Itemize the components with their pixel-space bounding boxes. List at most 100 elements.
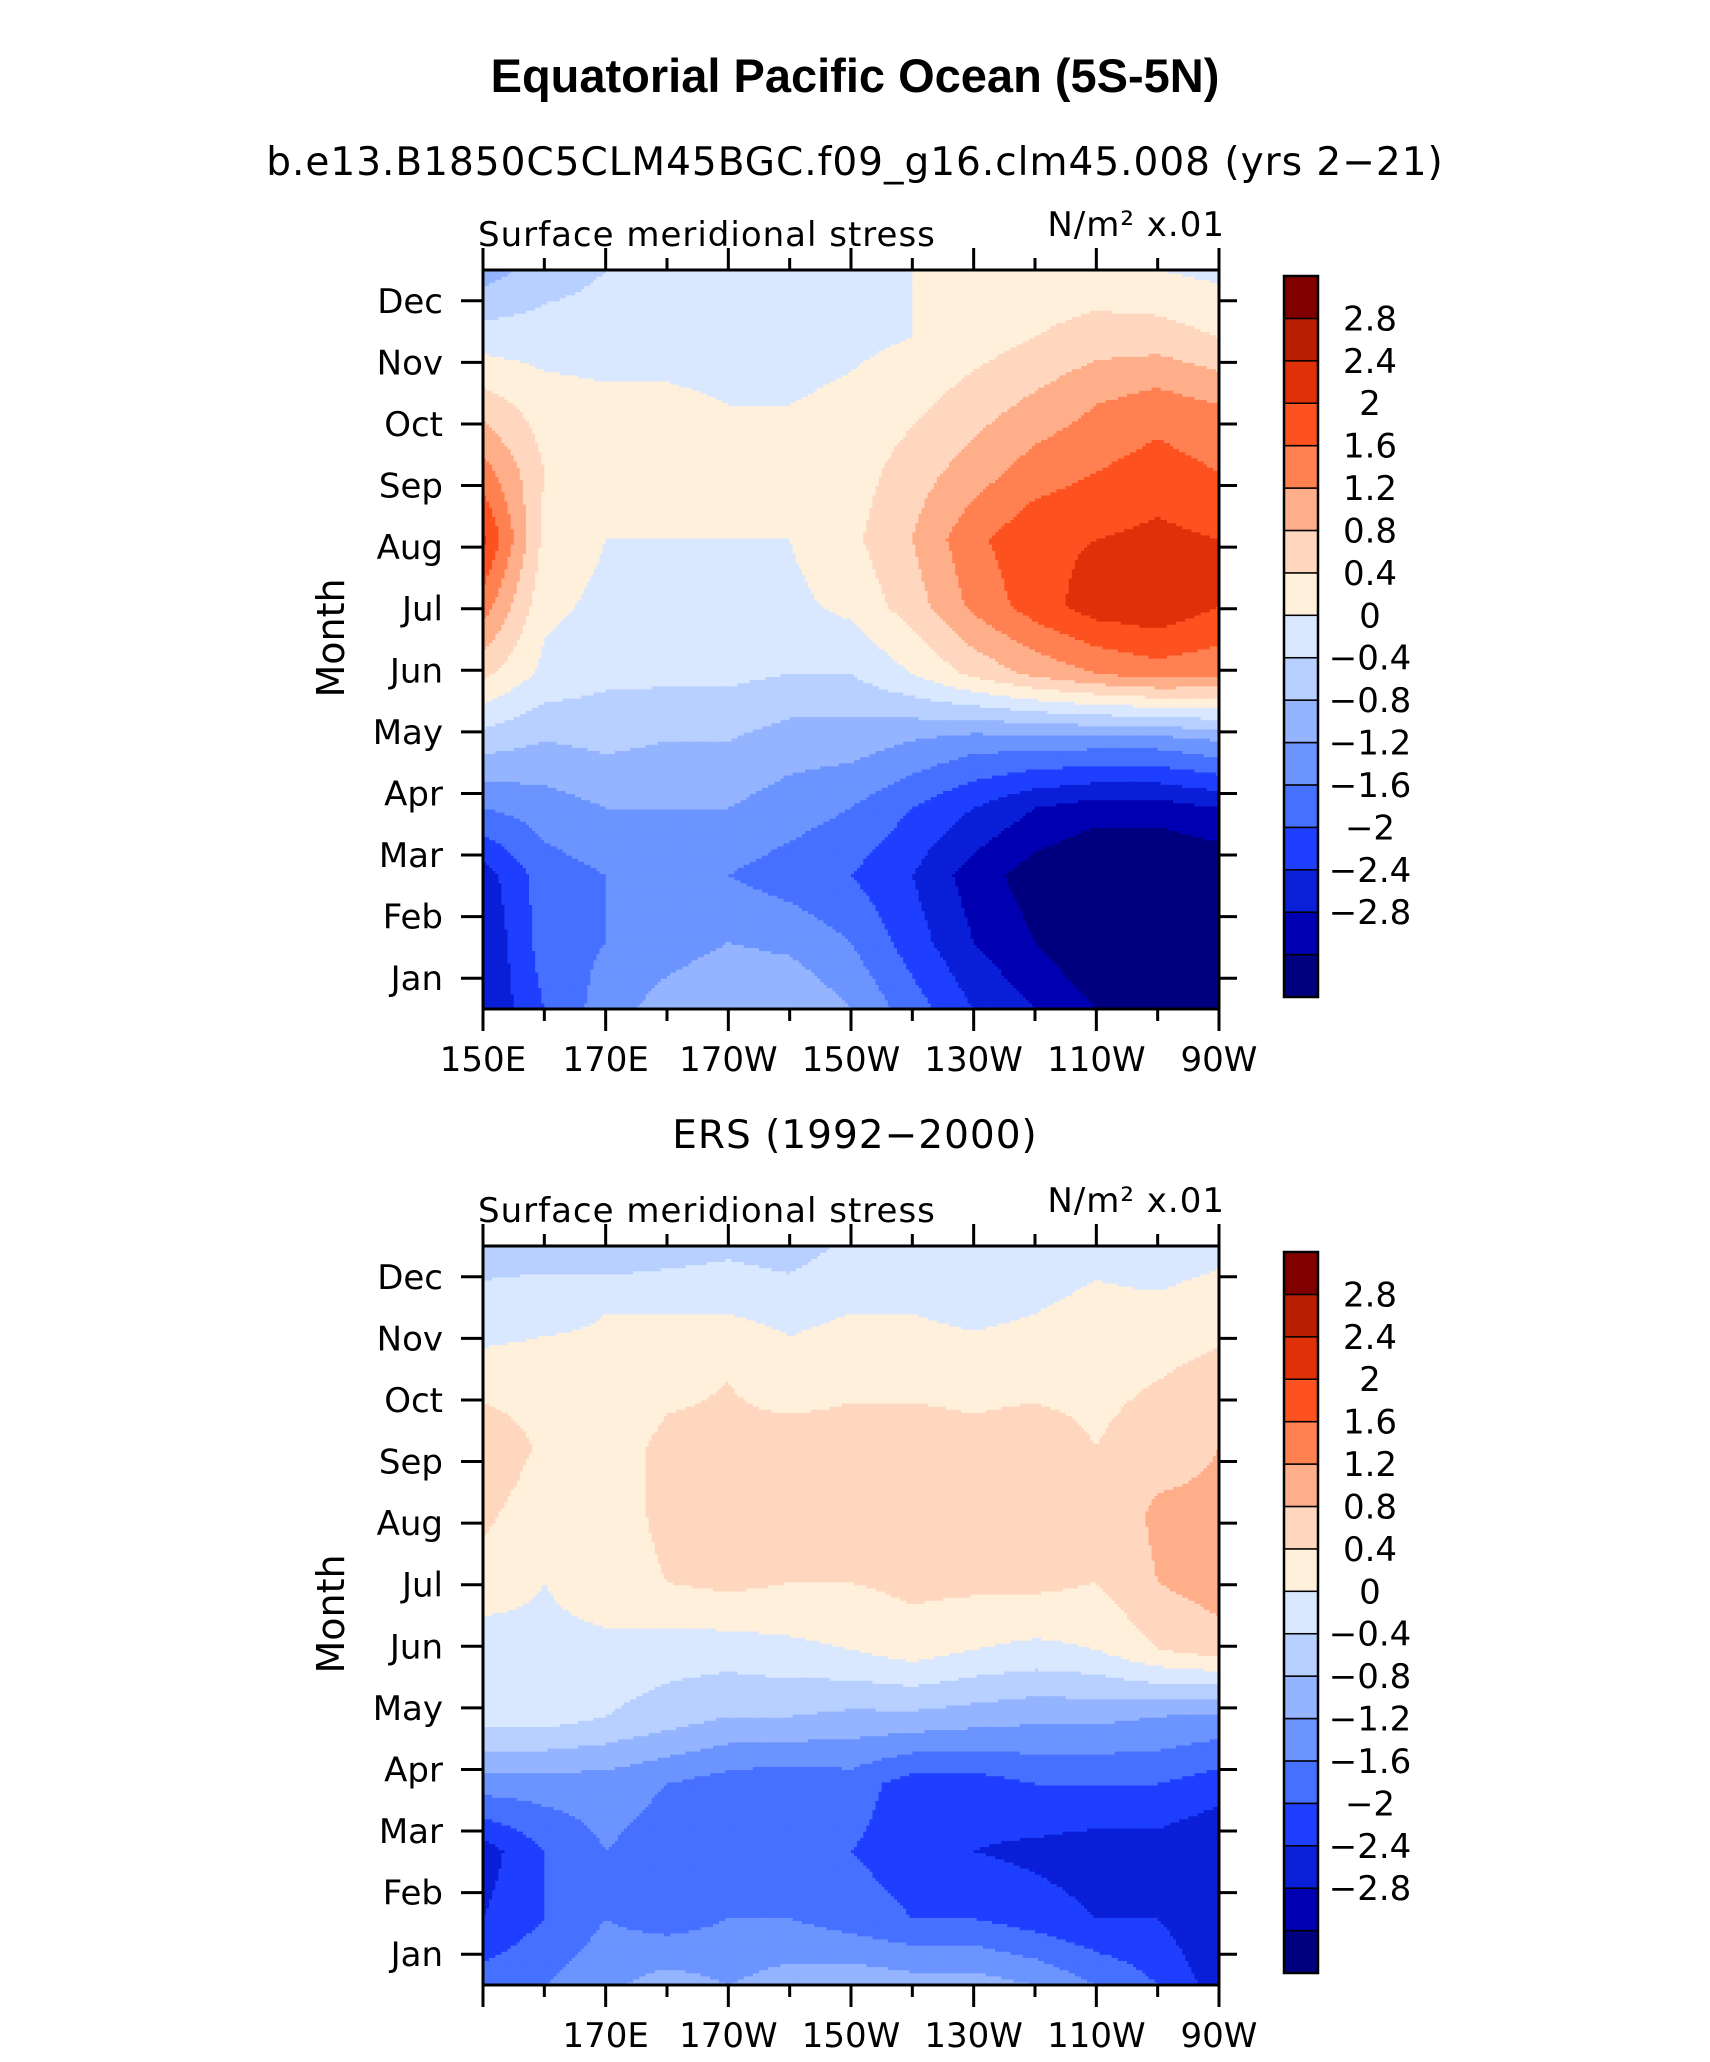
heatmap-cell: [540, 516, 597, 578]
heatmap-cell: [540, 455, 597, 517]
heatmap-cell: [540, 1677, 597, 1739]
heatmap-cell: [1106, 1923, 1163, 1985]
panel-1-subtitle: b.e13.B1850C5CLM45BGC.f09_g16.clm45.008 …: [0, 140, 1710, 185]
colorbar-label: −2.4: [1329, 851, 1412, 891]
heatmap-cell: [1162, 1369, 1219, 1431]
heatmap-cell: [1162, 1862, 1219, 1924]
heatmap-cell: [709, 1308, 766, 1370]
panel-2-ylabel: Month: [309, 1554, 353, 1673]
heatmap-cell: [483, 332, 540, 394]
heatmap-cell: [1162, 393, 1219, 455]
heatmap-cell: [709, 1677, 766, 1739]
colorbar-label: 2: [1359, 1360, 1381, 1400]
heatmap-cell: [1049, 455, 1106, 517]
y-tick-label: Nov: [377, 343, 443, 383]
heatmap-cell: [1106, 1739, 1163, 1801]
heatmap-cell: [993, 455, 1050, 517]
heatmap-cell: [766, 578, 823, 640]
panel-2-units-label: N/m² x.01: [1047, 1181, 1225, 1221]
colorbar-swatch: [1284, 658, 1318, 700]
x-tick-label: 130W: [924, 2016, 1023, 2056]
heatmap-cell: [653, 332, 710, 394]
colorbar-swatch: [1284, 446, 1318, 488]
heatmap-cell: [823, 886, 880, 948]
heatmap-cell: [823, 393, 880, 455]
heatmap-cell: [1049, 824, 1106, 886]
colorbar-swatch: [1284, 1591, 1318, 1633]
heatmap-cell: [879, 1800, 936, 1862]
heatmap-cell: [993, 1308, 1050, 1370]
heatmap-cell: [936, 763, 993, 825]
heatmap-cell: [766, 1554, 823, 1616]
heatmap-cell: [596, 947, 653, 1009]
panel-model-contour-plot: Surface meridional stress N/m² x.01 Mont…: [0, 200, 1710, 1100]
colorbar-label: 0: [1359, 1572, 1381, 1612]
colorbar-swatch: [1284, 1676, 1318, 1718]
heatmap-cell: [709, 270, 766, 332]
heatmap-cell: [709, 1554, 766, 1616]
colorbar-label: −0.4: [1329, 1615, 1412, 1655]
heatmap-cell: [879, 1246, 936, 1308]
heatmap-cell: [993, 1677, 1050, 1739]
heatmap-cell: [766, 886, 823, 948]
heatmap-cell: [879, 1616, 936, 1678]
heatmap-cell: [1162, 455, 1219, 517]
heatmap-cell: [540, 1492, 597, 1554]
heatmap-cell: [766, 393, 823, 455]
heatmap-cell: [483, 1923, 540, 1985]
heatmap-cell: [653, 270, 710, 332]
heatmap-cell: [1162, 1923, 1219, 1985]
heatmap-cell: [1162, 1554, 1219, 1616]
x-tick-label: 150E: [440, 1040, 526, 1080]
heatmap-cell: [1049, 763, 1106, 825]
heatmap-cell: [1049, 270, 1106, 332]
colorbar-label: −0.8: [1329, 681, 1412, 721]
heatmap-cell: [596, 1308, 653, 1370]
heatmap-cell: [1106, 1862, 1163, 1924]
heatmap-cell: [823, 516, 880, 578]
heatmap-cell: [1106, 332, 1163, 394]
colorbar-label: 0.8: [1343, 1487, 1397, 1527]
heatmap-cell: [653, 1800, 710, 1862]
colorbar-swatch: [1284, 1634, 1318, 1676]
colorbar-swatch: [1284, 276, 1318, 318]
heatmap-cell: [653, 947, 710, 1009]
colorbar-label: −2: [1345, 808, 1395, 848]
heatmap-cell: [766, 332, 823, 394]
heatmap-cell: [936, 701, 993, 763]
heatmap-cell: [823, 1739, 880, 1801]
heatmap-cell: [1162, 947, 1219, 1009]
colorbar-swatch: [1284, 318, 1318, 360]
colorbar-swatch: [1284, 700, 1318, 742]
heatmap-cell: [766, 270, 823, 332]
heatmap-cell: [1106, 1369, 1163, 1431]
colorbar-swatch: [1284, 743, 1318, 785]
heatmap-cell: [823, 1431, 880, 1493]
heatmap-cell: [879, 947, 936, 1009]
heatmap-cell: [483, 824, 540, 886]
heatmap-cell: [766, 763, 823, 825]
heatmap-cell: [1106, 1431, 1163, 1493]
heatmap-cell: [540, 393, 597, 455]
heatmap-cell: [709, 1923, 766, 1985]
heatmap-cell: [709, 824, 766, 886]
heatmap-cell: [1106, 1677, 1163, 1739]
heatmap-cell: [653, 1923, 710, 1985]
heatmap-cell: [766, 1616, 823, 1678]
heatmap-cell: [993, 1800, 1050, 1862]
colorbar-swatch: [1284, 1464, 1318, 1506]
heatmap-cell: [540, 886, 597, 948]
heatmap-cell: [709, 516, 766, 578]
heatmap-cell: [823, 578, 880, 640]
heatmap-cell: [936, 1492, 993, 1554]
heatmap-cell: [540, 578, 597, 640]
heatmap-cell: [483, 1677, 540, 1739]
heatmap-cell: [766, 1862, 823, 1924]
colorbar-label: 0.4: [1343, 554, 1397, 594]
heatmap-cell: [709, 947, 766, 1009]
y-tick-label: Dec: [377, 1258, 443, 1298]
heatmap-cell: [596, 1739, 653, 1801]
heatmap-cell: [540, 1800, 597, 1862]
heatmap-cell: [540, 824, 597, 886]
heatmap-cell: [1162, 1492, 1219, 1554]
